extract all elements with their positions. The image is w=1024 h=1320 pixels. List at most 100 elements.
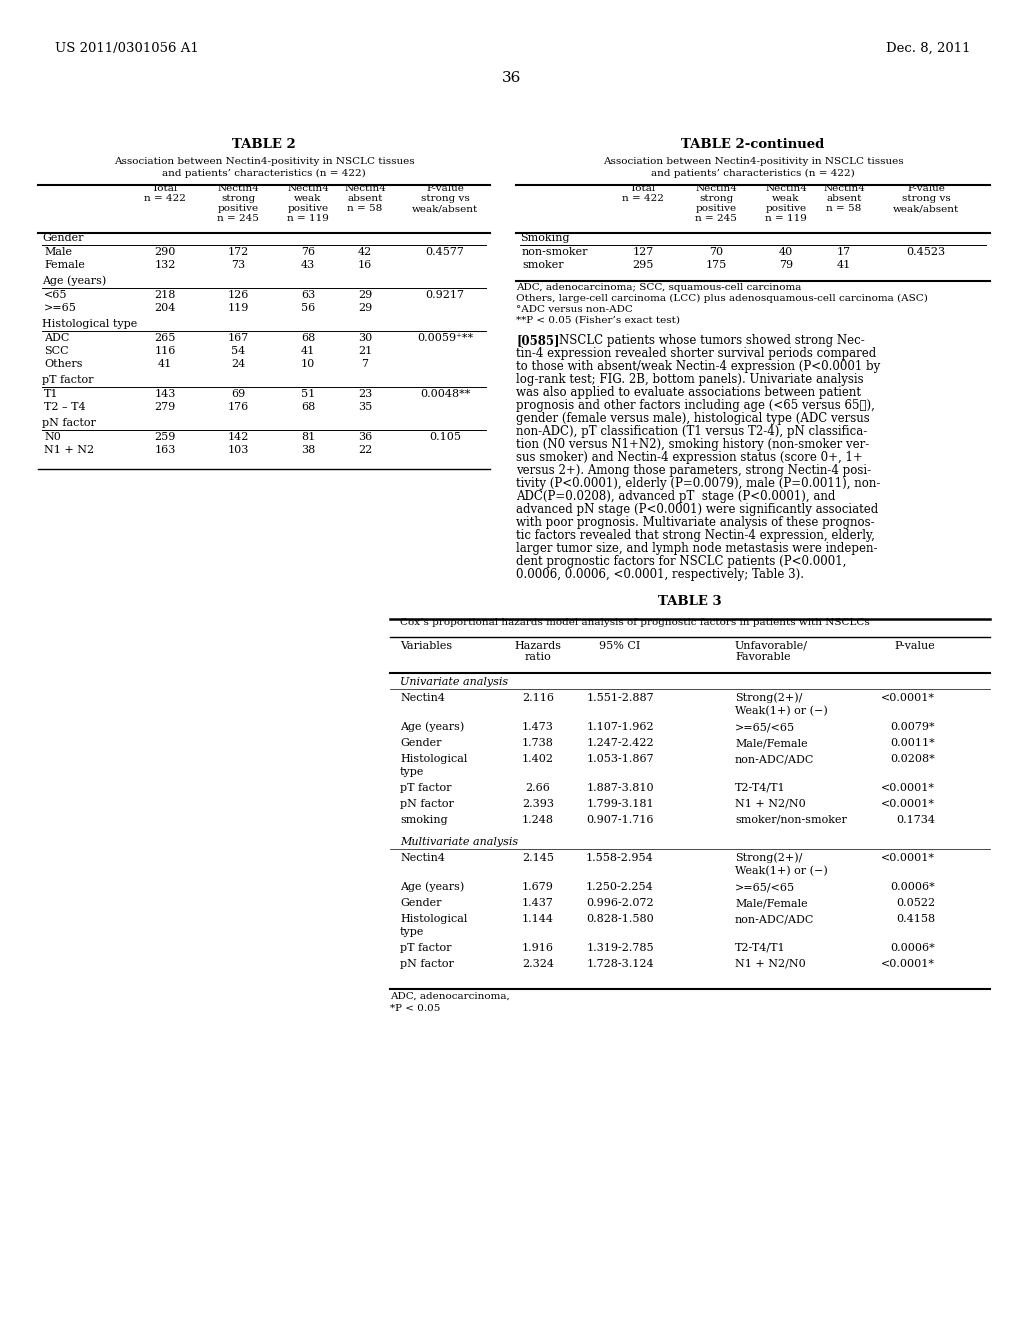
Text: prognosis and other factors including age (<65 versus 65≧),: prognosis and other factors including ag… bbox=[516, 399, 874, 412]
Text: 29: 29 bbox=[357, 304, 372, 313]
Text: 142: 142 bbox=[227, 432, 249, 442]
Text: Dec. 8, 2011: Dec. 8, 2011 bbox=[886, 42, 970, 55]
Text: 290: 290 bbox=[155, 247, 176, 257]
Text: 1.738: 1.738 bbox=[522, 738, 554, 748]
Text: TABLE 3: TABLE 3 bbox=[658, 595, 722, 609]
Text: ADC, adenocarcinoma; SCC, squamous-cell carcinoma: ADC, adenocarcinoma; SCC, squamous-cell … bbox=[516, 282, 802, 292]
Text: 172: 172 bbox=[227, 247, 249, 257]
Text: 116: 116 bbox=[155, 346, 176, 356]
Text: Nectin4: Nectin4 bbox=[287, 183, 329, 193]
Text: weak/absent: weak/absent bbox=[893, 205, 959, 213]
Text: <0.0001*: <0.0001* bbox=[881, 783, 935, 793]
Text: log-rank test; FIG. 2B, bottom panels). Univariate analysis: log-rank test; FIG. 2B, bottom panels). … bbox=[516, 374, 863, 385]
Text: 35: 35 bbox=[357, 403, 372, 412]
Text: 0.996-2.072: 0.996-2.072 bbox=[586, 898, 653, 908]
Text: 1.107-1.962: 1.107-1.962 bbox=[586, 722, 653, 733]
Text: 0.0208*: 0.0208* bbox=[890, 754, 935, 764]
Text: positive: positive bbox=[217, 205, 259, 213]
Text: non-smoker: non-smoker bbox=[522, 247, 589, 257]
Text: 81: 81 bbox=[301, 432, 315, 442]
Text: °ADC versus non-ADC: °ADC versus non-ADC bbox=[516, 305, 633, 314]
Text: strong: strong bbox=[221, 194, 255, 203]
Text: Male/Female: Male/Female bbox=[735, 898, 808, 908]
Text: 17: 17 bbox=[837, 247, 851, 257]
Text: >=65/<65: >=65/<65 bbox=[735, 722, 795, 733]
Text: dent prognostic factors for NSCLC patients (P<0.0001,: dent prognostic factors for NSCLC patien… bbox=[516, 554, 847, 568]
Text: tivity (P<0.0001), elderly (P=0.0079), male (P=0.0011), non-: tivity (P<0.0001), elderly (P=0.0079), m… bbox=[516, 477, 881, 490]
Text: n = 422: n = 422 bbox=[144, 194, 186, 203]
Text: Female: Female bbox=[44, 260, 85, 271]
Text: 1.551-2.887: 1.551-2.887 bbox=[586, 693, 653, 704]
Text: positive: positive bbox=[288, 205, 329, 213]
Text: 40: 40 bbox=[779, 247, 794, 257]
Text: <0.0001*: <0.0001* bbox=[881, 960, 935, 969]
Text: Smoking: Smoking bbox=[520, 234, 569, 243]
Text: non-ADC/ADC: non-ADC/ADC bbox=[735, 754, 814, 764]
Text: strong vs: strong vs bbox=[421, 194, 469, 203]
Text: absent: absent bbox=[826, 194, 861, 203]
Text: 36: 36 bbox=[357, 432, 372, 442]
Text: N1 + N2: N1 + N2 bbox=[44, 445, 94, 455]
Text: Association between Nectin4-positivity in NSCLC tissues: Association between Nectin4-positivity i… bbox=[114, 157, 415, 166]
Text: 279: 279 bbox=[155, 403, 176, 412]
Text: 2.116: 2.116 bbox=[522, 693, 554, 704]
Text: 2.145: 2.145 bbox=[522, 853, 554, 863]
Text: 16: 16 bbox=[357, 260, 372, 271]
Text: 43: 43 bbox=[301, 260, 315, 271]
Text: 127: 127 bbox=[633, 247, 653, 257]
Text: 21: 21 bbox=[357, 346, 372, 356]
Text: 76: 76 bbox=[301, 247, 315, 257]
Text: 0.4577: 0.4577 bbox=[426, 247, 465, 257]
Text: Association between Nectin4-positivity in NSCLC tissues: Association between Nectin4-positivity i… bbox=[603, 157, 903, 166]
Text: 1.799-3.181: 1.799-3.181 bbox=[586, 799, 653, 809]
Text: 0.0006*: 0.0006* bbox=[890, 882, 935, 892]
Text: 1.473: 1.473 bbox=[522, 722, 554, 733]
Text: 41: 41 bbox=[158, 359, 172, 370]
Text: pN factor: pN factor bbox=[400, 799, 454, 809]
Text: P-value: P-value bbox=[426, 183, 464, 193]
Text: 24: 24 bbox=[230, 359, 245, 370]
Text: Others: Others bbox=[44, 359, 83, 370]
Text: 1.679: 1.679 bbox=[522, 882, 554, 892]
Text: 0.0059⁺**: 0.0059⁺** bbox=[417, 333, 473, 343]
Text: 0.4523: 0.4523 bbox=[906, 247, 945, 257]
Text: NSCLC patients whose tumors showed strong Nec-: NSCLC patients whose tumors showed stron… bbox=[559, 334, 864, 347]
Text: 29: 29 bbox=[357, 290, 372, 300]
Text: 1.887-3.810: 1.887-3.810 bbox=[586, 783, 653, 793]
Text: 41: 41 bbox=[837, 260, 851, 271]
Text: smoking: smoking bbox=[400, 814, 447, 825]
Text: and patients’ characteristics (n = 422): and patients’ characteristics (n = 422) bbox=[162, 169, 366, 178]
Text: Histological type: Histological type bbox=[42, 319, 137, 329]
Text: 2.324: 2.324 bbox=[522, 960, 554, 969]
Text: 1.728-3.124: 1.728-3.124 bbox=[586, 960, 653, 969]
Text: 204: 204 bbox=[155, 304, 176, 313]
Text: positive: positive bbox=[695, 205, 736, 213]
Text: 126: 126 bbox=[227, 290, 249, 300]
Text: 10: 10 bbox=[301, 359, 315, 370]
Text: n = 422: n = 422 bbox=[622, 194, 664, 203]
Text: Age (years): Age (years) bbox=[400, 882, 464, 892]
Text: weak: weak bbox=[294, 194, 322, 203]
Text: Others, large-cell carcinoma (LCC) plus adenosquamous-cell carcinoma (ASC): Others, large-cell carcinoma (LCC) plus … bbox=[516, 294, 928, 304]
Text: 23: 23 bbox=[357, 389, 372, 399]
Text: 1.248: 1.248 bbox=[522, 814, 554, 825]
Text: Male/Female: Male/Female bbox=[735, 738, 808, 748]
Text: TABLE 2-continued: TABLE 2-continued bbox=[681, 139, 824, 150]
Text: 7: 7 bbox=[361, 359, 369, 370]
Text: 68: 68 bbox=[301, 333, 315, 343]
Text: 0.0079*: 0.0079* bbox=[891, 722, 935, 733]
Text: 22: 22 bbox=[357, 445, 372, 455]
Text: tion (N0 versus N1+N2), smoking history (non-smoker ver-: tion (N0 versus N1+N2), smoking history … bbox=[516, 438, 869, 451]
Text: N1 + N2/N0: N1 + N2/N0 bbox=[735, 799, 806, 809]
Text: T2-T4/T1: T2-T4/T1 bbox=[735, 783, 785, 793]
Text: 30: 30 bbox=[357, 333, 372, 343]
Text: 0.105: 0.105 bbox=[429, 432, 461, 442]
Text: 0.1734: 0.1734 bbox=[896, 814, 935, 825]
Text: weak/absent: weak/absent bbox=[412, 205, 478, 213]
Text: 63: 63 bbox=[301, 290, 315, 300]
Text: type: type bbox=[400, 767, 424, 777]
Text: pT factor: pT factor bbox=[42, 375, 93, 385]
Text: and patients’ characteristics (n = 422): and patients’ characteristics (n = 422) bbox=[651, 169, 855, 178]
Text: versus 2+). Among those parameters, strong Nectin-4 posi-: versus 2+). Among those parameters, stro… bbox=[516, 465, 871, 477]
Text: smoker/non-smoker: smoker/non-smoker bbox=[735, 814, 847, 825]
